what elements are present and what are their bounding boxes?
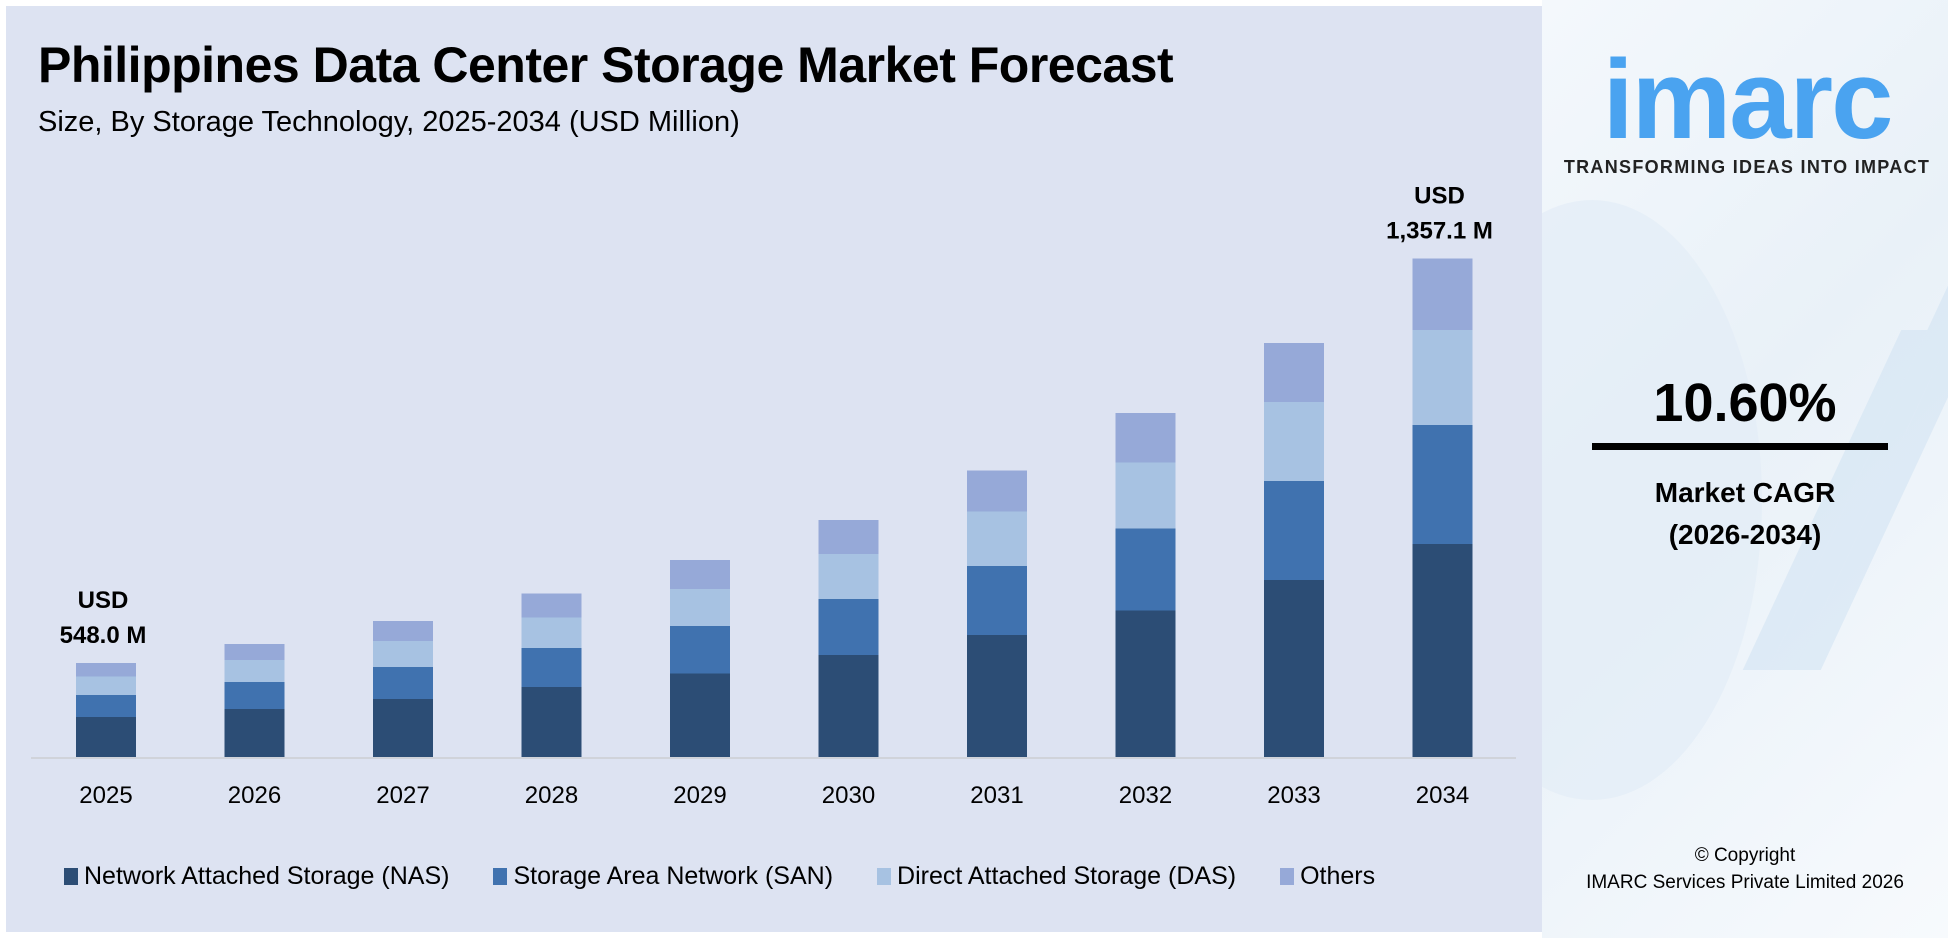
x-tick-label: 2029 — [673, 782, 726, 809]
legend-label: Storage Area Network (SAN) — [513, 862, 834, 890]
legend-label: Direct Attached Storage (DAS) — [897, 862, 1237, 890]
bar-segment-others-2027 — [373, 621, 433, 641]
copyright-line: © Copyright — [1694, 845, 1796, 866]
bar-segment-others-2029 — [670, 560, 730, 589]
legend-swatch — [64, 868, 78, 885]
bar-segment-storage-area-network-san--2032 — [1115, 528, 1176, 611]
bar-segment-direct-attached-storage-das--2034 — [1412, 330, 1473, 425]
cagr-value: 10.60% — [1653, 373, 1837, 433]
bar-segment-network-attached-storage-nas--2034 — [1412, 544, 1473, 757]
bar-segment-others-2032 — [1115, 413, 1176, 463]
bar-segment-others-2030 — [818, 520, 879, 554]
bar-segment-storage-area-network-san--2025 — [76, 695, 136, 717]
cagr-label-text: Market CAGR — [1654, 477, 1836, 508]
bar-segment-direct-attached-storage-das--2033 — [1264, 402, 1324, 481]
cagr-divider — [1592, 443, 1888, 450]
legend-label: Others — [1300, 862, 1376, 890]
x-tick-label: 2027 — [376, 782, 429, 809]
legend-swatch — [877, 868, 892, 885]
data-label-currency: USD — [1414, 183, 1465, 210]
bar-segment-storage-area-network-san--2033 — [1264, 481, 1324, 580]
x-tick-label: 2028 — [525, 782, 578, 809]
bar-segment-network-attached-storage-nas--2030 — [818, 655, 879, 757]
bar-segment-network-attached-storage-nas--2029 — [670, 673, 730, 757]
x-tick-label: 2026 — [228, 782, 281, 809]
bar-segment-others-2026 — [224, 644, 285, 660]
bar-segment-others-2028 — [521, 593, 582, 618]
chart-title: Philippines Data Center Storage Market F… — [38, 37, 1174, 93]
bar-segment-direct-attached-storage-das--2029 — [670, 589, 730, 626]
info-sidebar: imarc TRANSFORMING IDEAS INTO IMPACT 10.… — [1542, 0, 1948, 938]
data-label-value: 1,357.1 M — [1386, 218, 1493, 245]
imarc-logo: imarc — [1603, 40, 1894, 150]
legend-label: Network Attached Storage (NAS) — [84, 862, 450, 890]
x-tick-label: 2030 — [822, 782, 875, 809]
x-tick-label: 2033 — [1267, 782, 1320, 809]
bar-segment-others-2031 — [967, 470, 1027, 512]
bar-segment-direct-attached-storage-das--2026 — [224, 660, 285, 682]
bar-segment-network-attached-storage-nas--2028 — [521, 687, 582, 757]
bar-segment-storage-area-network-san--2028 — [521, 648, 582, 687]
cagr-label: Market CAGR (2026-2034) — [1542, 472, 1948, 556]
x-tick-label: 2025 — [79, 782, 132, 809]
bar-segment-storage-area-network-san--2026 — [224, 682, 285, 709]
bar-segment-network-attached-storage-nas--2026 — [224, 709, 285, 757]
cagr-period: (2026-2034) — [1668, 519, 1822, 550]
bar-segment-network-attached-storage-nas--2027 — [373, 699, 433, 757]
bar-segment-direct-attached-storage-das--2028 — [521, 617, 582, 648]
legend-item-others: Others — [1280, 862, 1375, 891]
legend: Network Attached Storage (NAS) Storage A… — [64, 862, 1375, 891]
stacked-bar-chart: 2025 2026 2027 2028 2029 2030 2031 2032 2033 2034… — [31, 183, 1516, 809]
bar-segment-direct-attached-storage-das--2031 — [967, 511, 1027, 566]
copyright-company: IMARC Services Private Limited 2026 — [1586, 872, 1904, 893]
legend-swatch — [1280, 868, 1295, 885]
x-tick-label: 2031 — [970, 782, 1023, 809]
bar-segment-network-attached-storage-nas--2032 — [1115, 610, 1176, 757]
legend-item-das: Direct Attached Storage (DAS) — [877, 862, 1236, 891]
copyright: © Copyright IMARC Services Private Limit… — [1542, 842, 1948, 896]
bar-segment-storage-area-network-san--2034 — [1412, 425, 1473, 544]
x-tick-label: 2032 — [1119, 782, 1172, 809]
legend-item-nas: Network Attached Storage (NAS) — [64, 862, 449, 891]
bar-segment-network-attached-storage-nas--2031 — [967, 635, 1027, 757]
bar-segment-storage-area-network-san--2030 — [818, 599, 879, 655]
bar-segment-direct-attached-storage-das--2025 — [76, 676, 136, 695]
bar-segment-direct-attached-storage-das--2027 — [373, 641, 433, 667]
bar-segment-storage-area-network-san--2029 — [670, 626, 730, 674]
bar-segment-others-2025 — [76, 663, 136, 677]
data-label-value: 548.0 M — [60, 622, 147, 649]
logo-text: imarc — [1603, 40, 1892, 150]
bar-segment-network-attached-storage-nas--2025 — [76, 717, 136, 757]
bar-segment-others-2034 — [1412, 258, 1473, 330]
logo-tagline: TRANSFORMING IDEAS INTO IMPACT — [1563, 157, 1931, 177]
bar-segment-direct-attached-storage-das--2032 — [1115, 462, 1176, 529]
bar-segment-storage-area-network-san--2031 — [967, 566, 1027, 635]
bar-segment-others-2033 — [1264, 343, 1324, 402]
legend-swatch — [493, 868, 508, 885]
bar-segment-direct-attached-storage-das--2030 — [818, 554, 879, 599]
bar-segment-network-attached-storage-nas--2033 — [1264, 580, 1324, 757]
legend-item-san: Storage Area Network (SAN) — [493, 862, 833, 891]
chart-subtitle: Size, By Storage Technology, 2025-2034 (… — [38, 106, 740, 138]
data-label-currency: USD — [78, 587, 129, 614]
x-tick-label: 2034 — [1416, 782, 1469, 809]
bar-segment-storage-area-network-san--2027 — [373, 667, 433, 699]
